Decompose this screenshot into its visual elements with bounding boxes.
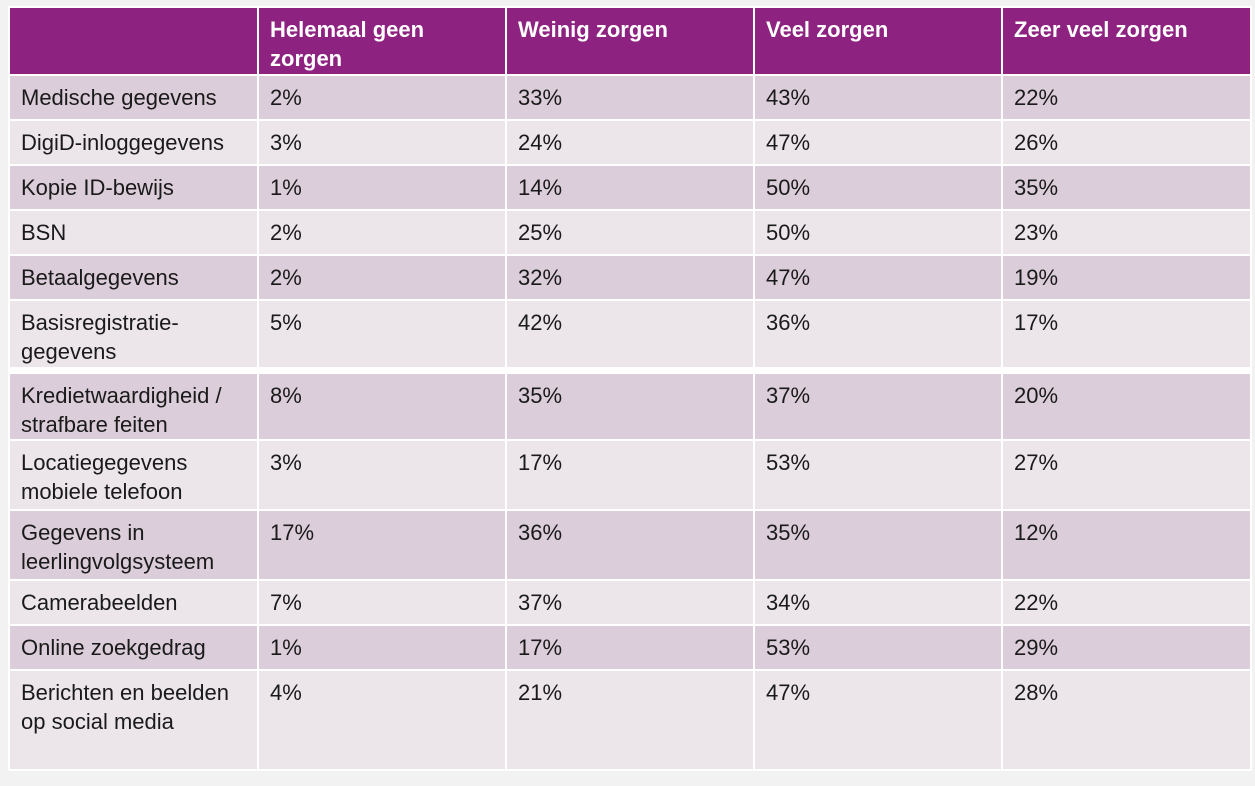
row-label: Medische gegevens — [8, 74, 259, 121]
table-cell: 17% — [257, 509, 507, 581]
table-row: Kredietwaardigheid / strafbare feiten 8%… — [8, 369, 1252, 441]
table-cell: 24% — [505, 119, 755, 166]
header-cell-helemaal-geen-zorgen: Helemaal geen zorgen — [257, 6, 507, 76]
table-cell: 35% — [753, 509, 1003, 581]
table-cell: 1% — [257, 164, 507, 211]
table-row: BSN 2% 25% 50% 23% — [8, 209, 1252, 256]
table-cell: 28% — [1001, 669, 1252, 771]
table-row: DigiD-inloggegevens 3% 24% 47% 26% — [8, 119, 1252, 166]
header-cell-empty — [8, 6, 259, 76]
table-cell: 53% — [753, 624, 1003, 671]
table-cell: 22% — [1001, 74, 1252, 121]
table-cell: 8% — [257, 369, 507, 441]
table-cell: 5% — [257, 299, 507, 374]
table-cell: 17% — [505, 439, 755, 511]
table-cell: 47% — [753, 254, 1003, 301]
row-label: Camerabeelden — [8, 579, 259, 626]
header-cell-veel-zorgen: Veel zorgen — [753, 6, 1003, 76]
table-row: Berichten en beelden op social media 4% … — [8, 669, 1252, 771]
table-cell: 29% — [1001, 624, 1252, 671]
row-label: DigiD-inloggegevens — [8, 119, 259, 166]
table-row: Online zoekgedrag 1% 17% 53% 29% — [8, 624, 1252, 671]
table-cell: 3% — [257, 439, 507, 511]
table-cell: 50% — [753, 164, 1003, 211]
table-cell: 12% — [1001, 509, 1252, 581]
table-cell: 35% — [1001, 164, 1252, 211]
row-label: Gegevens in leerlingvolgsysteem — [8, 509, 259, 581]
table-cell: 25% — [505, 209, 755, 256]
table-cell: 50% — [753, 209, 1003, 256]
table-row: Gegevens in leerlingvolgsysteem 17% 36% … — [8, 509, 1252, 581]
table-cell: 35% — [505, 369, 755, 441]
table-row: Camerabeelden 7% 37% 34% 22% — [8, 579, 1252, 626]
row-label: Locatiegegevens mobiele telefoon — [8, 439, 259, 511]
table-cell: 37% — [753, 369, 1003, 441]
header-row: Helemaal geen zorgen Weinig zorgen Veel … — [8, 6, 1252, 76]
table-cell: 2% — [257, 254, 507, 301]
table-cell: 19% — [1001, 254, 1252, 301]
table-cell: 4% — [257, 669, 507, 771]
table-cell: 33% — [505, 74, 755, 121]
data-table-container: Helemaal geen zorgen Weinig zorgen Veel … — [8, 6, 1252, 778]
table-cell: 27% — [1001, 439, 1252, 511]
table-cell: 36% — [505, 509, 755, 581]
table-row: Kopie ID-bewijs 1% 14% 50% 35% — [8, 164, 1252, 211]
table-cell: 47% — [753, 119, 1003, 166]
table-cell: 2% — [257, 209, 507, 256]
table-cell: 26% — [1001, 119, 1252, 166]
table-cell: 2% — [257, 74, 507, 121]
table-cell: 53% — [753, 439, 1003, 511]
table-cell: 32% — [505, 254, 755, 301]
table-row: Betaalgegevens 2% 32% 47% 19% — [8, 254, 1252, 301]
table-cell: 34% — [753, 579, 1003, 626]
table-cell: 22% — [1001, 579, 1252, 626]
table-cell: 17% — [505, 624, 755, 671]
table-cell: 23% — [1001, 209, 1252, 256]
row-label: BSN — [8, 209, 259, 256]
table-cell: 17% — [1001, 299, 1252, 374]
table-cell: 21% — [505, 669, 755, 771]
row-label: Berichten en beelden op social media — [8, 669, 259, 771]
row-label: Betaalgegevens — [8, 254, 259, 301]
table-cell: 36% — [753, 299, 1003, 374]
table-cell: 42% — [505, 299, 755, 374]
table-cell: 37% — [505, 579, 755, 626]
concerns-table: Helemaal geen zorgen Weinig zorgen Veel … — [8, 6, 1252, 771]
header-cell-zeer-veel-zorgen: Zeer veel zorgen — [1001, 6, 1252, 76]
row-label: Kopie ID-bewijs — [8, 164, 259, 211]
table-row: Medische gegevens 2% 33% 43% 22% — [8, 74, 1252, 121]
table-row: Basisregistratie-gegevens 5% 42% 36% 17% — [8, 299, 1252, 374]
table-cell: 3% — [257, 119, 507, 166]
table-cell: 47% — [753, 669, 1003, 771]
table-cell: 43% — [753, 74, 1003, 121]
table-cell: 14% — [505, 164, 755, 211]
row-label: Online zoekgedrag — [8, 624, 259, 671]
header-cell-weinig-zorgen: Weinig zorgen — [505, 6, 755, 76]
table-row: Locatiegegevens mobiele telefoon 3% 17% … — [8, 439, 1252, 511]
row-label: Basisregistratie-gegevens — [8, 299, 259, 374]
table-cell: 1% — [257, 624, 507, 671]
table-cell: 7% — [257, 579, 507, 626]
row-label: Kredietwaardigheid / strafbare feiten — [8, 369, 259, 441]
table-cell: 20% — [1001, 369, 1252, 441]
